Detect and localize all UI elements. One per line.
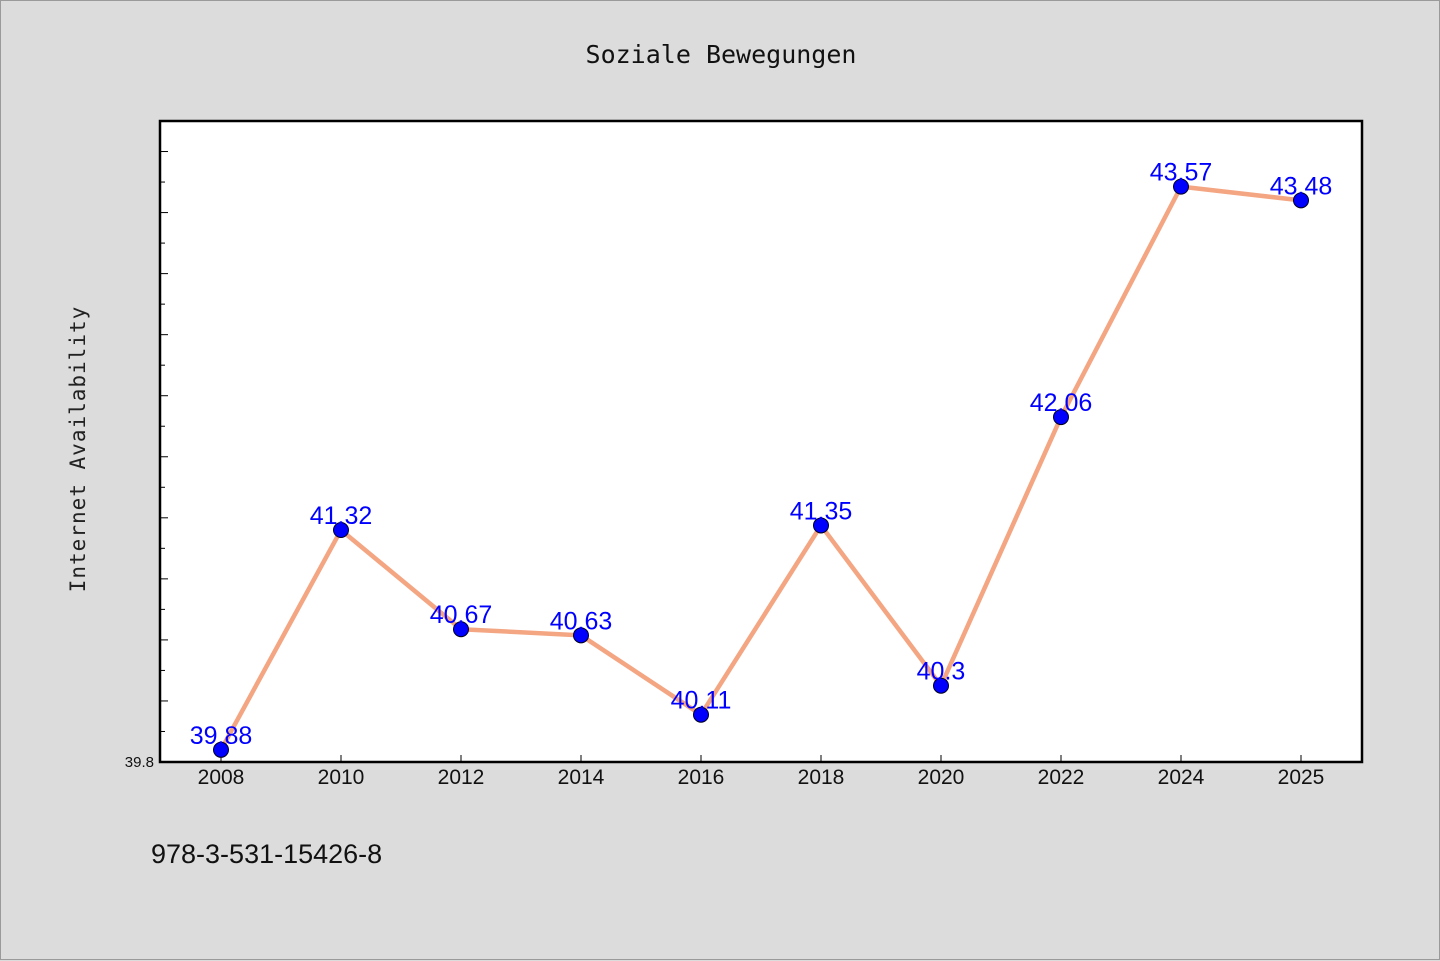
y-axis-ticks [160,151,168,763]
data-label-group: 39.88 41.32 40.67 40.63 40.11 41.35 40.3 42.06 4… [190,159,1333,750]
series-line-segment [698,523,824,717]
data-point [1173,178,1189,195]
y-tick-label: 39.8 [125,754,154,771]
series-line-segment [938,414,1064,688]
series-line-group [218,184,1304,753]
x-tick-label: 2020 [918,766,965,789]
series-line-segment [1058,184,1184,420]
data-label: 39.88 [190,722,253,750]
x-tick-label: 2012 [438,766,485,789]
data-point [813,517,829,534]
x-tick-label: 2010 [318,766,365,789]
x-tick-label: 2016 [678,766,725,789]
x-tick-label: 2008 [198,766,245,789]
series-marker-group [213,178,1309,758]
x-tick-label: 2014 [558,766,605,789]
x-axis-tick-labels: 2008 2010 2012 2014 2016 2018 2020 2022 2024 2025 [198,766,1325,789]
y-axis-label: Internet Availability [66,306,90,593]
series-line-segment [818,523,944,688]
data-point [573,627,589,644]
data-point [333,522,349,539]
series-line-segment [338,527,464,632]
data-label: 40.67 [430,601,493,629]
series-line-segment [218,527,344,753]
data-label: 41.32 [310,502,373,530]
x-tick-label: 2018 [798,766,845,789]
data-point [453,621,469,638]
x-tick-label: 2024 [1158,766,1205,789]
data-point [1293,192,1309,209]
data-label: 43.57 [1150,159,1213,187]
series-line-segment [1178,184,1304,203]
y-axis-tick-labels: 39.8 [125,754,154,771]
plot-area [158,119,1364,764]
data-label: 42.06 [1030,389,1093,417]
data-label: 43.48 [1270,172,1333,200]
data-label: 41.35 [790,497,853,525]
isbn-annotation: 978-3-531-15426-8 [151,839,382,869]
chart-title: Soziale Bewegungen [586,40,857,69]
data-point [1053,409,1069,426]
data-label: 40.11 [671,687,732,715]
series-line-segment [578,633,704,717]
data-label: 40.3 [917,658,966,686]
x-tick-label: 2025 [1278,766,1325,789]
series-line-segment [458,626,584,638]
data-label: 40.63 [550,607,613,635]
x-tick-label: 2022 [1038,766,1085,789]
data-point [213,741,229,758]
data-point [933,677,949,694]
data-point [693,706,709,723]
